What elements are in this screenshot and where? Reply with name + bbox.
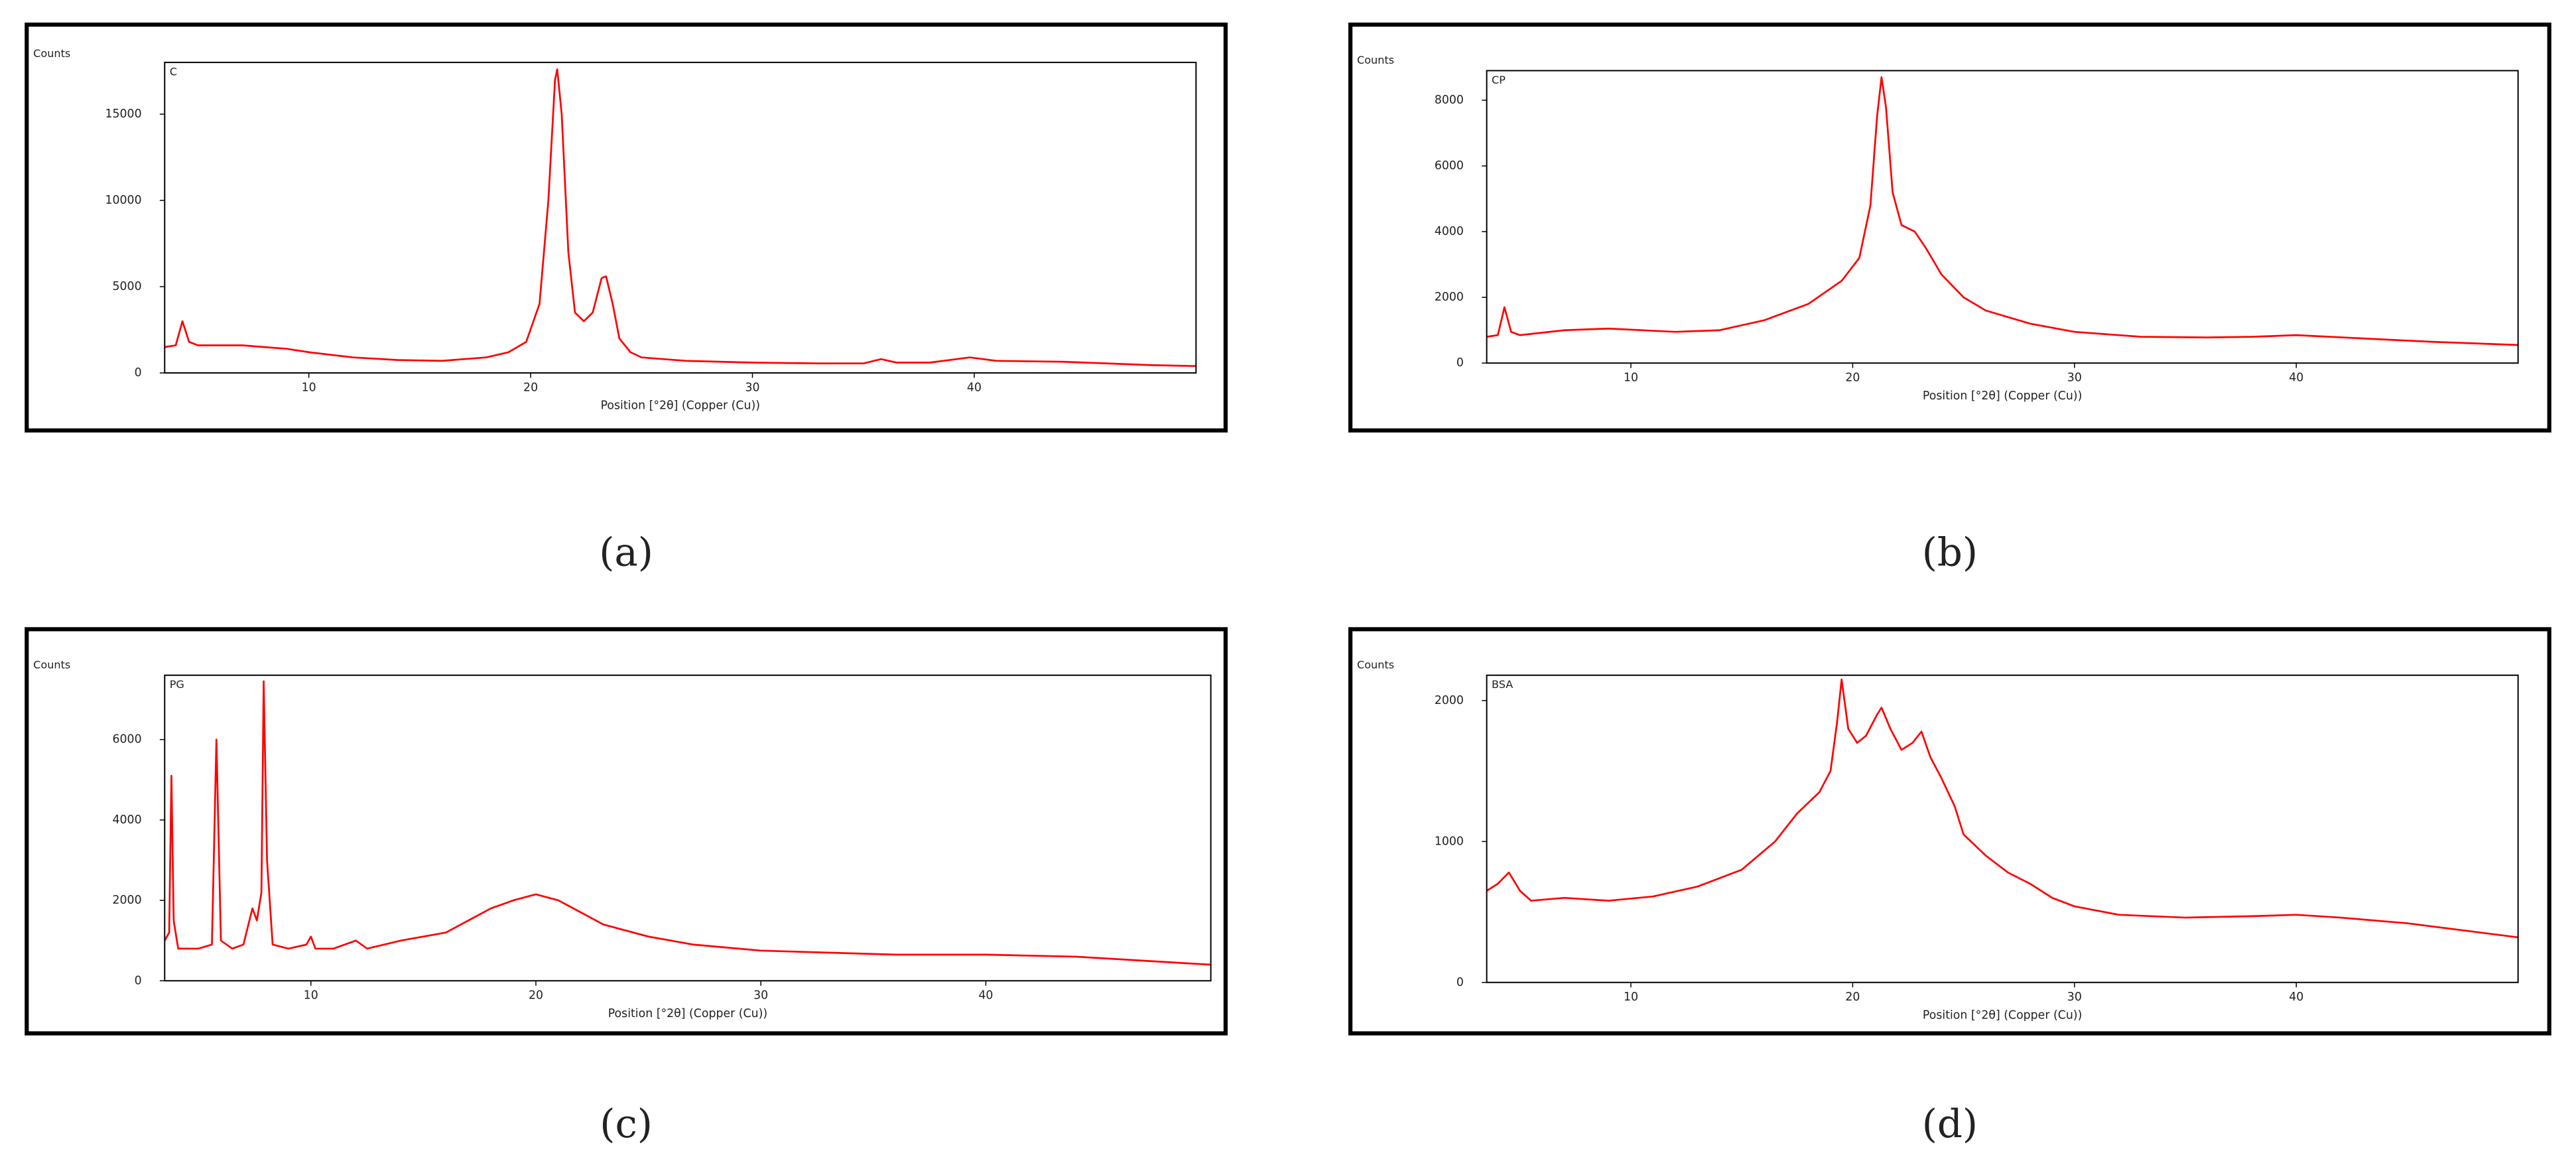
panel-frame [25,627,1228,1036]
x-tick-label: 10 [1624,991,1638,1004]
x-axis-label: Position [°2θ] (Copper (Cu)) [601,399,760,413]
panel-caption: (b) [1922,530,1978,576]
y-tick-label: 8000 [1435,94,1464,107]
x-tick-label: 40 [978,989,993,1002]
panel-caption: (d) [1922,1101,1978,1147]
y-tick-label: 0 [1456,356,1464,370]
panel-frame [1348,23,2551,433]
x-tick-label: 20 [1845,372,1860,385]
y-tick-label: 2000 [1435,694,1464,707]
y-tick-label: 5000 [113,280,142,293]
panel-caption: (c) [600,1101,653,1147]
y-tick-label: 6000 [113,733,142,746]
y-tick-label: 10000 [105,194,141,207]
y-tick-label: 15000 [105,107,141,121]
plot-frame [1486,674,2519,983]
panel-frame [1348,627,2551,1036]
y-tick-label: 0 [135,366,142,380]
plot-frame [1486,70,2519,364]
x-tick-label: 30 [2067,372,2082,385]
y-tick-label: 4000 [113,813,142,827]
data-line [1486,678,2518,939]
x-axis-label: Position [°2θ] (Copper (Cu)) [1923,389,2082,403]
plot-frame [164,674,1212,982]
plot-frame [164,62,1197,374]
x-tick-label: 30 [745,381,759,394]
y-tick-label: 2000 [113,894,142,907]
sample-label: PG [170,678,184,691]
data-line [1486,76,2518,346]
y-tick-label: 0 [1456,976,1464,989]
x-tick-label: 40 [2289,372,2303,385]
sample-label: C [170,65,177,78]
x-axis-label: Position [°2θ] (Copper (Cu)) [608,1007,767,1020]
y-tick-label: 2000 [1435,291,1464,304]
x-tick-label: 40 [967,381,982,394]
x-tick-label: 10 [304,989,318,1002]
y-tick-label: 4000 [1435,225,1464,238]
x-tick-label: 30 [753,989,768,1002]
x-tick-label: 20 [1845,991,1860,1004]
sample-label: CP [1492,74,1506,86]
panel-caption: (a) [599,530,653,576]
y-tick-label: 1000 [1435,835,1464,848]
x-tick-label: 30 [2067,991,2082,1004]
y-axis-label: Counts [1357,54,1394,66]
data-line [164,680,1211,966]
x-axis-label: Position [°2θ] (Copper (Cu)) [1923,1008,2082,1022]
y-axis-label: Counts [33,658,70,671]
y-tick-label: 0 [135,974,142,987]
x-tick-label: 20 [523,381,538,394]
x-tick-label: 10 [302,381,316,394]
y-tick-label: 6000 [1435,159,1464,172]
x-tick-label: 10 [1624,372,1638,385]
x-tick-label: 20 [529,989,543,1002]
panel-frame [25,23,1228,433]
sample-label: BSA [1492,678,1513,691]
y-axis-label: Counts [33,47,70,60]
data-line [164,68,1196,368]
y-axis-label: Counts [1357,658,1394,671]
x-tick-label: 40 [2289,991,2303,1004]
